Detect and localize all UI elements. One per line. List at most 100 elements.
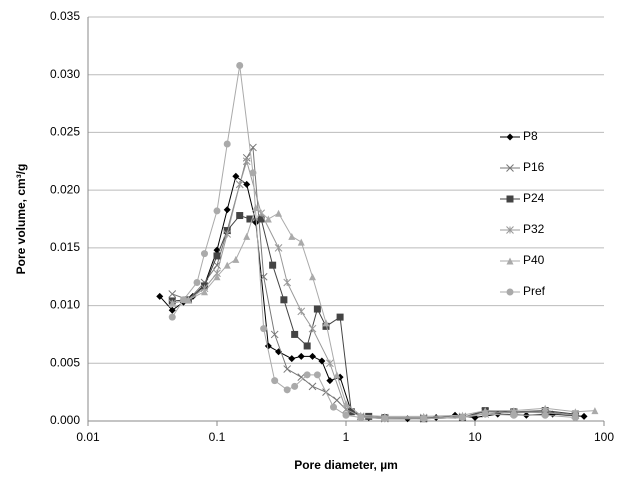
marker: [283, 278, 292, 287]
marker: [342, 411, 350, 419]
marker: [249, 143, 257, 152]
marker: [168, 290, 177, 298]
marker: [309, 352, 317, 360]
marker: [168, 313, 176, 321]
marker: [322, 319, 330, 327]
marker: [260, 325, 268, 333]
marker: [243, 180, 251, 188]
series-line: [172, 159, 576, 419]
marker: [541, 404, 549, 412]
legend-label: P24: [523, 191, 545, 205]
marker: [184, 296, 192, 304]
marker: [168, 299, 176, 307]
y-tick-label: 0.020: [50, 182, 80, 196]
marker: [257, 215, 265, 223]
marker: [242, 157, 251, 166]
series-line: [172, 206, 595, 417]
marker: [506, 288, 514, 296]
legend-label: P16: [523, 160, 545, 174]
marker: [541, 411, 549, 419]
marker: [235, 180, 244, 189]
marker: [180, 296, 188, 304]
marker: [303, 342, 311, 350]
marker: [280, 296, 288, 304]
marker: [223, 140, 231, 148]
marker: [308, 324, 317, 333]
marker: [506, 226, 514, 234]
marker: [291, 382, 299, 390]
marker: [420, 415, 428, 423]
marker: [571, 414, 579, 422]
y-tick-label: 0.010: [50, 298, 80, 312]
x-tick-label: 100: [594, 430, 614, 444]
marker: [333, 371, 341, 379]
marker: [252, 218, 260, 226]
marker: [264, 215, 272, 223]
marker: [236, 212, 244, 220]
marker: [458, 414, 466, 422]
legend-label: Pref: [523, 284, 546, 298]
series-line: [172, 214, 576, 420]
x-tick-label: 0.1: [209, 430, 226, 444]
marker: [297, 238, 305, 246]
marker: [275, 209, 283, 217]
marker: [506, 195, 514, 203]
marker: [381, 415, 389, 423]
x-tick-label: 10: [468, 430, 482, 444]
marker: [297, 373, 306, 381]
marker: [271, 377, 279, 385]
marker: [506, 257, 514, 265]
marker: [232, 255, 240, 263]
marker: [313, 305, 321, 313]
marker: [336, 313, 344, 321]
y-tick-label: 0.035: [50, 9, 80, 23]
legend-label: P40: [523, 253, 545, 267]
marker: [506, 133, 514, 141]
legend-label: P8: [523, 129, 538, 143]
marker: [288, 355, 296, 363]
marker: [223, 230, 232, 238]
x-tick-label: 0.01: [76, 430, 100, 444]
y-tick-label: 0.015: [50, 240, 80, 254]
marker: [200, 288, 208, 296]
marker: [283, 365, 292, 373]
marker: [213, 207, 221, 215]
y-tick-label: 0.005: [50, 355, 80, 369]
marker: [297, 352, 305, 360]
marker: [308, 382, 317, 391]
x-axis-label: Pore diameter, µm: [294, 458, 398, 472]
y-tick-label: 0.000: [50, 413, 80, 427]
marker: [313, 371, 321, 379]
marker: [232, 172, 240, 180]
marker: [269, 261, 277, 269]
marker: [270, 330, 279, 339]
marker: [236, 61, 244, 69]
marker: [283, 386, 291, 394]
legend-label: P32: [523, 222, 545, 236]
marker: [357, 414, 365, 422]
marker: [329, 403, 337, 411]
marker: [193, 278, 201, 286]
marker: [333, 396, 341, 405]
marker: [223, 261, 231, 269]
x-tick-label: 1: [343, 430, 350, 444]
marker: [318, 357, 326, 365]
marker: [200, 250, 208, 258]
marker: [510, 411, 518, 419]
marker: [342, 400, 350, 408]
marker: [288, 232, 296, 240]
marker: [591, 407, 599, 415]
marker: [580, 412, 588, 420]
marker: [309, 273, 317, 281]
marker: [571, 408, 579, 416]
marker: [249, 169, 257, 177]
y-axis-label: Pore volume, cm³/g: [14, 164, 28, 275]
marker: [481, 410, 489, 418]
marker: [243, 232, 251, 240]
marker: [246, 215, 254, 223]
series-line: [171, 65, 576, 420]
marker: [274, 244, 283, 252]
marker: [259, 272, 268, 281]
marker: [297, 307, 306, 316]
